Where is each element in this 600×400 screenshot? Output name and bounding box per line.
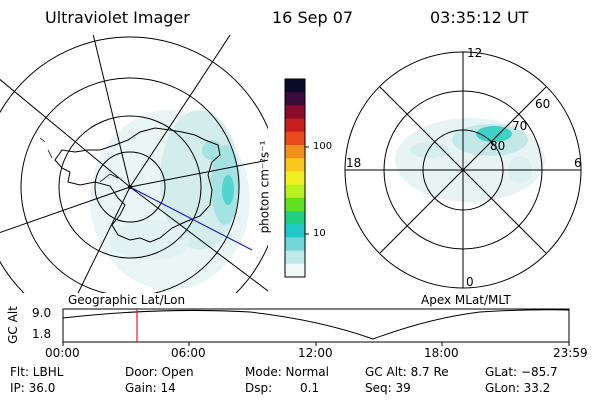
colorbar-band	[285, 250, 305, 265]
date-label: 16 Sep 07	[272, 8, 354, 27]
time-label: 03:35:12 UT	[430, 8, 529, 27]
info-seq: Seq: 39	[365, 381, 411, 395]
colorbar-band	[285, 158, 305, 172]
timeline-tick-0: 00:00	[45, 346, 80, 360]
mlat-label-70: 70	[512, 119, 528, 133]
info-dsp-value: 0.1	[300, 381, 320, 395]
mlt-label-top: 12	[467, 46, 483, 60]
colorbar-band	[285, 211, 305, 225]
colorbar-band	[285, 263, 305, 278]
info-ip: IP: 36.0	[10, 381, 56, 395]
colorbar-band	[285, 145, 305, 159]
colorbar	[285, 79, 305, 278]
colorbar-band	[285, 224, 305, 238]
orbit-track	[129, 186, 253, 251]
mlt-label-bottom: 0	[466, 275, 474, 289]
mlt-label-right: 6	[574, 156, 582, 170]
mlat-label-80: 80	[490, 139, 506, 153]
info-mode: Mode: Normal	[245, 365, 329, 379]
colorbar-band	[285, 79, 305, 93]
right-map-label: Apex MLat/MLT	[421, 293, 511, 307]
info-dsp: Dsp:	[245, 381, 273, 395]
info-gcalt: GC Alt: 8.7 Re	[365, 365, 449, 379]
info-door: Door: Open	[125, 365, 194, 379]
colorbar-band	[285, 131, 305, 146]
altitude-curve	[62, 309, 570, 340]
colorbar-tick-100: 100	[313, 141, 333, 152]
left-aurora-pattern	[90, 110, 250, 290]
mlt-label-left: 18	[346, 156, 362, 170]
info-gain: Gain: 14	[125, 381, 176, 395]
colorbar-tick-10: 10	[313, 228, 326, 239]
altitude-timeline	[62, 308, 570, 346]
timeline-tick-3: 18:00	[424, 346, 459, 360]
coastline	[54, 127, 221, 243]
colorbar-band	[285, 118, 305, 133]
colorbar-band	[285, 237, 305, 252]
timeline-tick-1: 06:00	[171, 346, 206, 360]
timeline-tick-4: 23:59	[553, 346, 588, 360]
colorbar-band	[285, 197, 305, 212]
geographic-map	[0, 35, 268, 293]
colorbar-band	[285, 171, 305, 186]
mlat-label-60: 60	[535, 97, 551, 111]
colorbar-band	[285, 105, 305, 120]
magnetic-map	[344, 51, 582, 289]
instrument-title: Ultraviolet Imager	[45, 8, 190, 27]
info-glat: GLat: −85.7	[485, 365, 558, 379]
timeline-ylabel: GC Alt	[5, 306, 20, 344]
timeline-tick-2: 12:00	[298, 346, 333, 360]
colorbar-unit-label: photon cm⁻²s⁻¹	[257, 140, 272, 234]
colorbar-band	[285, 92, 305, 106]
timeline-ymin: 1.8	[32, 327, 52, 341]
left-map-label: Geographic Lat/Lon	[68, 293, 186, 307]
info-flt: Flt: LBHL	[10, 365, 64, 379]
timeline-ymax: 9.0	[32, 306, 52, 320]
info-glon: GLon: 33.2	[485, 381, 551, 395]
colorbar-band	[285, 184, 305, 199]
